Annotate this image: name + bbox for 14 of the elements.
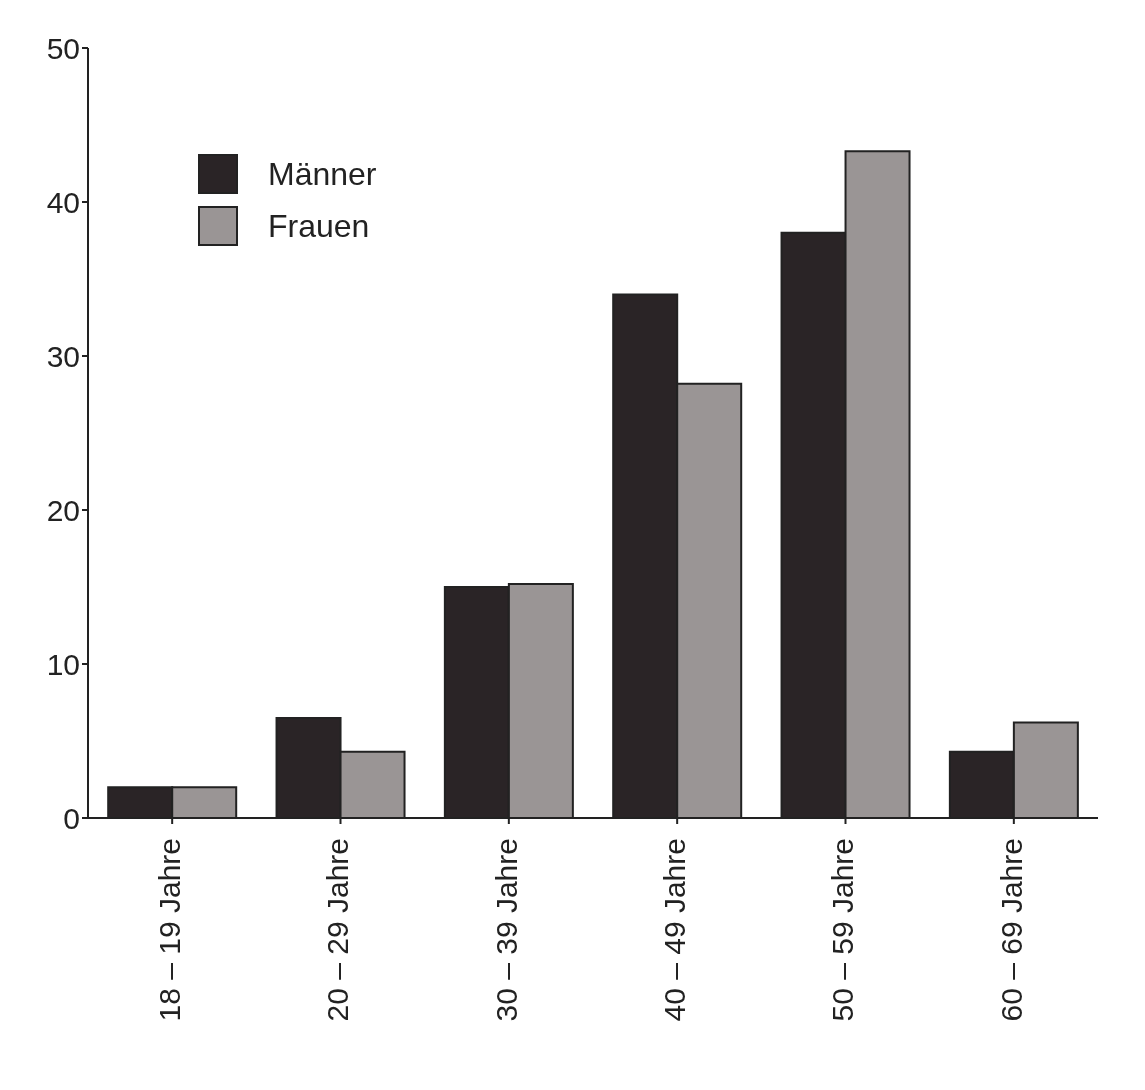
y-tick-label: 30 xyxy=(46,339,80,373)
y-tick-label: 20 xyxy=(46,493,80,527)
y-tick-label: 10 xyxy=(46,647,80,681)
x-tick-label: 50 – 59 Jahre xyxy=(826,838,860,1022)
x-tick-label: 40 – 49 Jahre xyxy=(658,838,692,1022)
x-tick-label: 60 – 69 Jahre xyxy=(994,838,1028,1022)
x-tick-label: 30 – 39 Jahre xyxy=(489,838,523,1022)
legend-label: Männer xyxy=(268,155,377,194)
x-tick-label: 18 – 19 Jahre xyxy=(153,838,187,1022)
y-tick-label: 0 xyxy=(63,801,80,835)
y-tick-label: 40 xyxy=(46,185,80,219)
legend-label: Frauen xyxy=(268,207,370,246)
x-tick-label: 20 – 29 Jahre xyxy=(321,838,355,1022)
y-tick-label: 50 xyxy=(46,31,80,65)
